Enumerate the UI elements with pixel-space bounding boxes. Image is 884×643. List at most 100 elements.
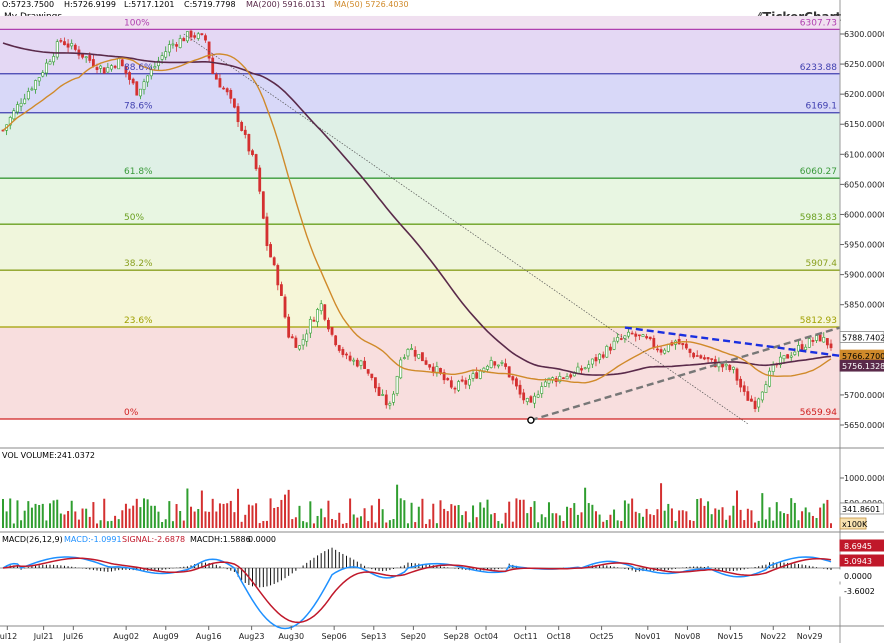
volume-bar <box>493 512 496 528</box>
fib-percent-label: 38.2% <box>124 259 153 269</box>
fib-value-label: 5659.94 <box>800 408 837 418</box>
candle-body <box>518 384 522 395</box>
candle-body <box>797 345 800 352</box>
candle-body <box>598 353 601 360</box>
volume-bar <box>634 511 637 528</box>
candle-body <box>388 403 392 406</box>
volume-bar <box>566 506 569 528</box>
candle-body <box>63 41 66 46</box>
candle-body <box>70 43 74 47</box>
candle-body <box>348 355 352 361</box>
volume-bar <box>464 511 467 528</box>
candle-body <box>265 216 269 247</box>
volume-bar <box>688 520 691 528</box>
candle-body <box>771 364 775 372</box>
candle-body <box>200 33 204 36</box>
volume-bar <box>146 499 149 528</box>
date-label: Oct04 <box>474 632 498 641</box>
volume-bar <box>479 502 482 528</box>
volume-bar <box>52 500 55 528</box>
fibonacci-bands <box>0 15 840 420</box>
candle-body <box>536 394 540 398</box>
candle-body <box>496 364 500 367</box>
volume-bar <box>374 522 377 528</box>
fib-band <box>0 178 840 225</box>
candle-body <box>222 87 225 90</box>
trendlines[interactable] <box>183 33 841 425</box>
candle-body <box>818 334 822 342</box>
price-axis-label: 6250.0000 <box>844 60 884 69</box>
volume-bar <box>240 521 243 528</box>
volume-bar <box>406 523 409 528</box>
macd-zero-value: 0.0000 <box>248 535 276 544</box>
candle-body <box>637 334 641 337</box>
volume-bar <box>200 490 203 528</box>
volume-bar <box>482 507 485 528</box>
candle-body <box>750 398 753 402</box>
volume-bar <box>392 519 395 528</box>
volume-bar <box>490 514 493 528</box>
volume-bar <box>443 508 446 528</box>
candle-body <box>829 343 833 349</box>
volume-bar <box>323 517 326 528</box>
candle-body <box>84 56 88 59</box>
volume-tag-label: 341.8601 <box>842 505 880 514</box>
volume-bar <box>9 498 12 528</box>
candle-body <box>442 372 446 381</box>
volume-bar <box>298 505 301 528</box>
candle-body <box>189 30 193 38</box>
candle-body <box>529 396 533 403</box>
date-label: Sep06 <box>322 632 347 641</box>
volume-bar <box>276 506 279 528</box>
volume-bar <box>609 514 612 528</box>
candle-body <box>424 360 428 365</box>
volume-bar <box>707 501 710 528</box>
date-label: Sep20 <box>401 632 426 641</box>
volume-bar <box>233 512 236 528</box>
candle-body <box>478 370 482 379</box>
volume-bar <box>175 504 178 528</box>
volume-bar <box>150 505 153 528</box>
candle-body <box>225 88 229 93</box>
date-label: Nov22 <box>760 632 786 641</box>
volume-bar <box>110 520 113 528</box>
volume-bar <box>153 505 156 528</box>
volume-bar <box>793 502 796 528</box>
date-label: Oct18 <box>547 632 571 641</box>
volume-bar <box>529 506 532 528</box>
candle-body <box>706 357 710 360</box>
volume-bar <box>649 514 652 528</box>
date-label: Nov01 <box>635 632 661 641</box>
volume-bar <box>540 514 543 528</box>
macd-tag-label: -3.6002 <box>844 587 875 596</box>
volume-bar <box>428 519 431 528</box>
volume-bar <box>674 520 677 528</box>
candle-body <box>175 44 178 47</box>
candle-body <box>171 43 175 46</box>
candle-body <box>102 67 106 74</box>
fib-band <box>0 29 840 74</box>
fib-percent-label: 23.6% <box>124 316 153 326</box>
volume-bar <box>124 503 127 528</box>
ma200-readout: MA(200) 5916.0131 <box>246 0 326 9</box>
volume-bar <box>305 522 308 528</box>
candle-body <box>684 343 688 349</box>
fib-percent-label: 0% <box>124 408 139 418</box>
volume-bar <box>779 511 782 528</box>
candle-body <box>142 81 146 90</box>
candle-body <box>417 354 421 359</box>
price-tag-label: 5788.7402 <box>842 334 884 343</box>
indicator-lines <box>2 42 832 384</box>
candle-body <box>547 377 551 384</box>
volume-bar <box>229 500 232 528</box>
volume-bar <box>67 510 70 528</box>
volume-bar <box>190 506 193 528</box>
volume-bar <box>670 508 673 528</box>
candle-body <box>66 43 70 48</box>
volume-bar <box>703 505 706 528</box>
volume-bar <box>251 505 254 528</box>
candle-body <box>446 378 450 381</box>
volume-bar <box>457 505 460 528</box>
